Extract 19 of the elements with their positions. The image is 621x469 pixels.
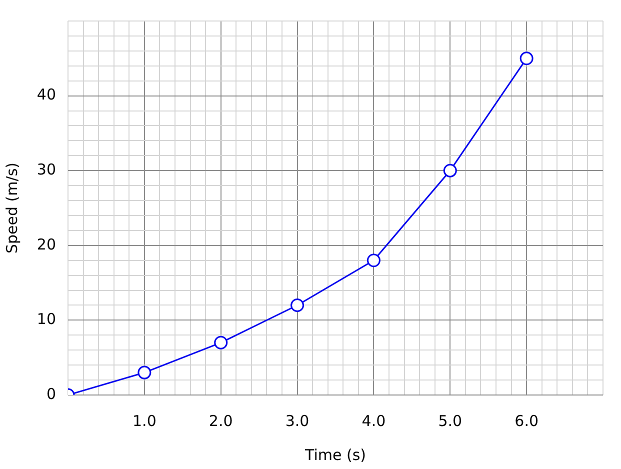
y-tick-label: 40 [36,86,56,104]
x-tick-label: 4.0 [362,412,386,430]
point [520,52,534,66]
x-tick-label: 1.0 [132,412,156,430]
x-axis-title: Time (s) [304,446,366,464]
point [290,298,304,312]
x-tick-label: 2.0 [208,412,233,430]
point [214,336,228,350]
point [366,254,380,268]
x-tick-label: 5.0 [438,412,462,430]
y-tick-label: 20 [36,235,56,254]
y-tick-label: 30 [36,160,56,178]
x-tick-label: 3.0 [285,412,310,430]
y-tick-label: 10 [36,310,56,328]
point [443,164,457,178]
point [138,366,152,380]
y-tick-label: 0 [46,384,56,403]
y-axis-title: Speed (m/s) [2,162,21,254]
x-tick-label: 6.0 [514,412,538,430]
